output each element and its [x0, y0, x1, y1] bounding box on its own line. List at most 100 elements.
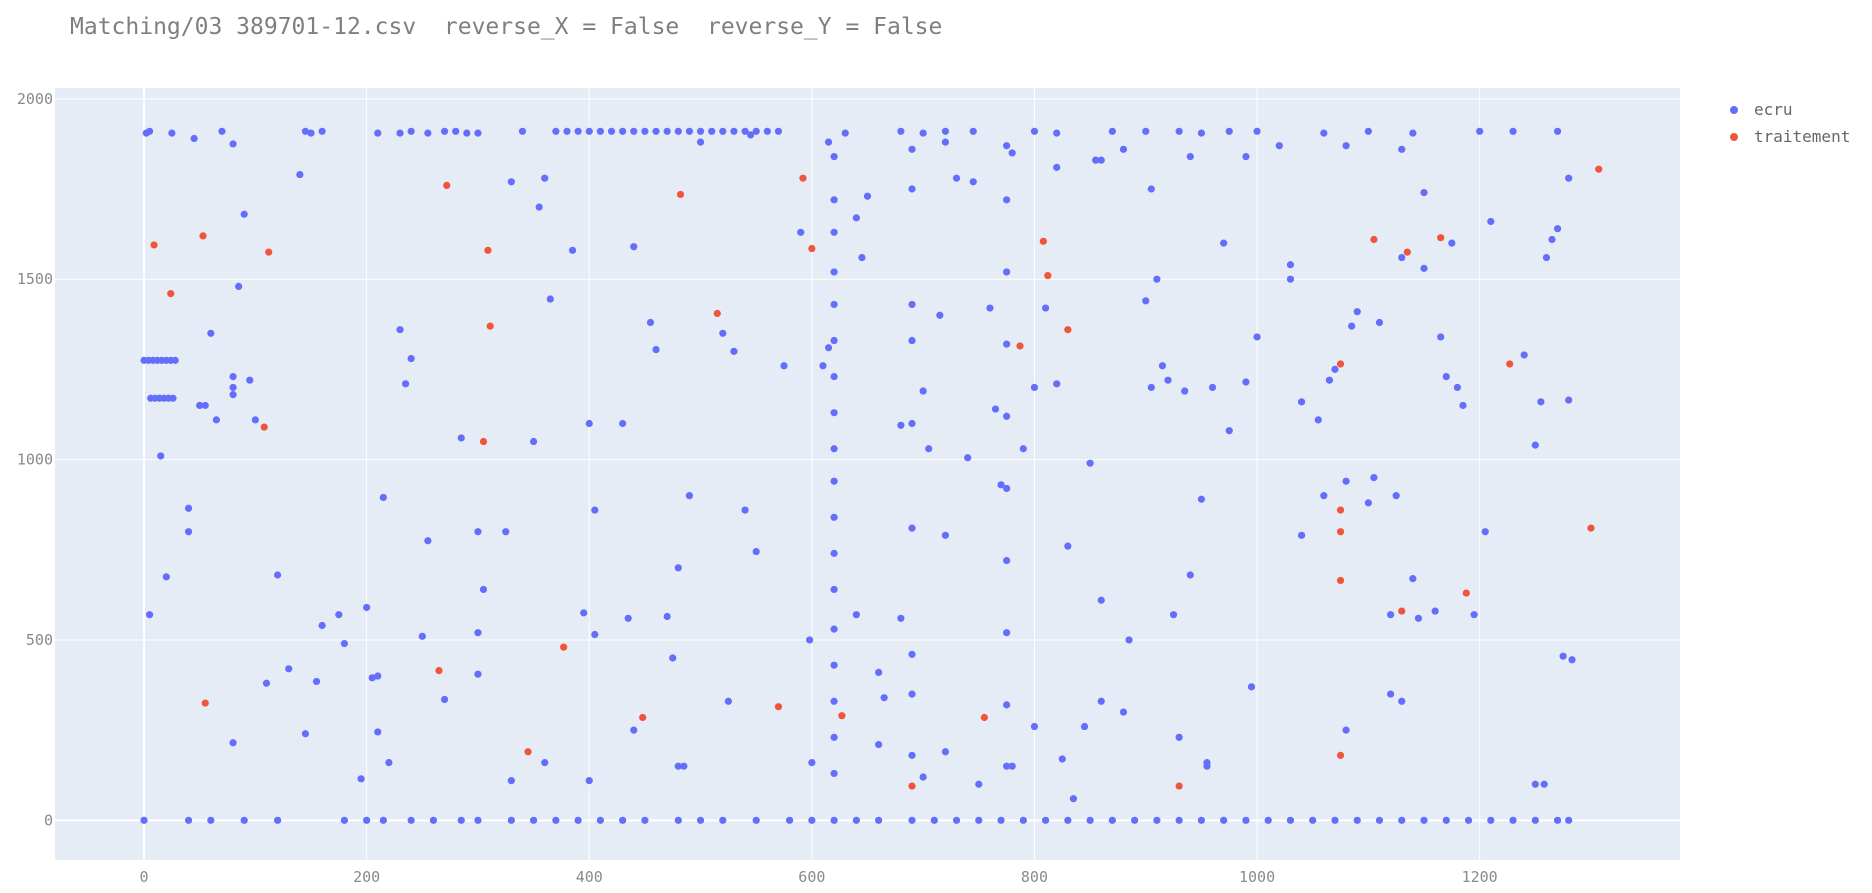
data-point-ecru — [474, 816, 482, 824]
data-point-traitement — [1462, 589, 1470, 597]
data-point-ecru — [1064, 542, 1072, 550]
data-point-ecru — [1325, 376, 1334, 384]
data-point-ecru — [630, 243, 638, 251]
data-point-ecru — [1342, 726, 1350, 734]
data-point-ecru — [941, 127, 950, 135]
legend: ecru traitement — [1728, 96, 1850, 150]
data-point-ecru — [429, 816, 438, 824]
data-point-ecru — [1537, 398, 1545, 406]
data-point-ecru — [374, 728, 382, 736]
data-point-ecru — [1003, 629, 1011, 637]
data-point-ecru — [930, 816, 938, 824]
data-point-ecru — [507, 816, 515, 824]
data-point-ecru — [585, 419, 593, 428]
data-point-ecru — [229, 739, 237, 747]
data-point-ecru — [1253, 127, 1261, 135]
data-point-traitement — [1336, 506, 1345, 514]
data-point-ecru — [630, 726, 638, 734]
data-point-ecru — [1442, 816, 1450, 824]
data-point-ecru — [1286, 816, 1295, 824]
data-point-ecru — [552, 816, 560, 824]
data-point-ecru — [1448, 239, 1456, 247]
data-point-ecru — [919, 387, 927, 395]
data-point-ecru — [385, 758, 393, 767]
data-point-ecru — [696, 816, 705, 824]
data-point-ecru — [1008, 149, 1016, 157]
data-point-ecru — [908, 751, 916, 759]
data-point-ecru — [1008, 762, 1016, 770]
data-point-ecru — [897, 127, 905, 135]
data-point-ecru — [741, 127, 749, 135]
data-point-traitement — [1336, 360, 1345, 368]
data-point-ecru — [212, 416, 220, 424]
data-point-ecru — [830, 477, 838, 485]
data-point-traitement — [1398, 607, 1406, 615]
data-point-ecru — [1108, 127, 1116, 135]
y-tick-label: 500 — [26, 631, 53, 649]
data-point-ecru — [1398, 697, 1406, 705]
y-axis: 0 500 1000 1500 2000 — [17, 90, 53, 829]
data-point-ecru — [1437, 333, 1445, 341]
data-point-ecru — [852, 816, 860, 824]
data-point-traitement — [201, 699, 209, 707]
data-point-ecru — [440, 127, 449, 135]
data-point-ecru — [908, 300, 916, 309]
data-point-ecru — [1264, 816, 1272, 824]
data-point-ecru — [830, 445, 838, 453]
plot-background — [55, 88, 1680, 860]
data-point-ecru — [318, 127, 326, 135]
data-point-ecru — [680, 762, 688, 770]
data-point-ecru — [1086, 816, 1094, 824]
data-point-ecru — [340, 816, 348, 824]
data-point-ecru — [374, 129, 382, 137]
legend-label-ecru: ecru — [1754, 100, 1793, 119]
data-point-ecru — [830, 228, 838, 236]
data-point-ecru — [474, 670, 482, 678]
legend-marker-traitement — [1730, 132, 1738, 141]
data-point-ecru — [830, 152, 838, 161]
data-point-ecru — [169, 394, 177, 402]
data-point-ecru — [1242, 152, 1250, 161]
data-point-ecru — [1003, 268, 1011, 276]
data-point-ecru — [991, 405, 1000, 413]
data-point-ecru — [574, 127, 582, 135]
data-point-ecru — [1158, 362, 1167, 370]
data-point-ecru — [296, 170, 304, 179]
data-point-ecru — [797, 228, 805, 236]
data-point-ecru — [1297, 398, 1306, 406]
legend-item-ecru[interactable]: ecru — [1728, 96, 1850, 123]
data-point-ecru — [1003, 484, 1011, 493]
data-point-ecru — [919, 129, 927, 137]
data-point-ecru — [1003, 701, 1011, 709]
data-point-ecru — [1242, 378, 1250, 386]
data-point-ecru — [502, 528, 510, 536]
data-point-ecru — [997, 481, 1005, 489]
data-point-traitement — [980, 713, 988, 722]
data-point-ecru — [1409, 129, 1417, 137]
data-point-ecru — [1186, 152, 1194, 161]
data-point-ecru — [1153, 816, 1161, 824]
data-point-ecru — [240, 210, 248, 218]
data-point-ecru — [529, 437, 538, 446]
data-point-ecru — [1553, 816, 1562, 824]
data-point-ecru — [908, 336, 916, 345]
data-point-ecru — [1097, 156, 1105, 164]
data-point-ecru — [830, 697, 838, 705]
data-point-traitement — [1336, 751, 1345, 759]
data-point-ecru — [1197, 816, 1206, 824]
data-point-ecru — [941, 531, 950, 539]
legend-item-traitement[interactable]: traitement — [1728, 123, 1850, 150]
data-point-traitement — [1403, 248, 1411, 256]
data-point-ecru — [908, 145, 916, 153]
data-point-traitement — [639, 713, 647, 722]
data-point-ecru — [830, 549, 838, 557]
data-point-ecru — [908, 690, 916, 698]
data-point-ecru — [1531, 816, 1539, 824]
x-tick-label: 600 — [798, 868, 825, 886]
data-point-ecru — [407, 127, 415, 135]
data-point-ecru — [1169, 611, 1178, 619]
data-point-ecru — [1409, 575, 1417, 583]
y-tick-label: 1000 — [17, 451, 53, 469]
data-point-ecru — [830, 769, 838, 778]
data-point-ecru — [1320, 492, 1328, 500]
